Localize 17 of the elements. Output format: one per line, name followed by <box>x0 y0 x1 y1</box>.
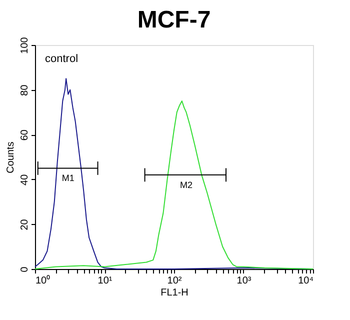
x-axis-title: FL1-H <box>160 288 188 298</box>
y-tick-label: 40 <box>20 174 30 186</box>
x-tick-label: 10⁴ <box>298 276 314 286</box>
annotation: M1 <box>62 173 74 184</box>
y-tick-label: 0 <box>20 266 30 272</box>
x-tick-label: 10³ <box>236 276 252 286</box>
x-tick-label: 10² <box>167 276 182 286</box>
y-axis-title: Counts <box>6 142 16 174</box>
y-tick-label: 80 <box>20 84 30 96</box>
y-tick-label: 100 <box>20 36 30 54</box>
chart-title: MCF-7 <box>137 6 211 34</box>
x-tick-label: 10⁰ <box>36 274 51 286</box>
annotation: M2 <box>180 180 192 190</box>
y-tick-label: 20 <box>20 218 30 230</box>
x-tick-label: 10¹ <box>98 276 113 286</box>
annotation: control <box>45 53 78 65</box>
y-tick-label: 60 <box>20 129 30 141</box>
